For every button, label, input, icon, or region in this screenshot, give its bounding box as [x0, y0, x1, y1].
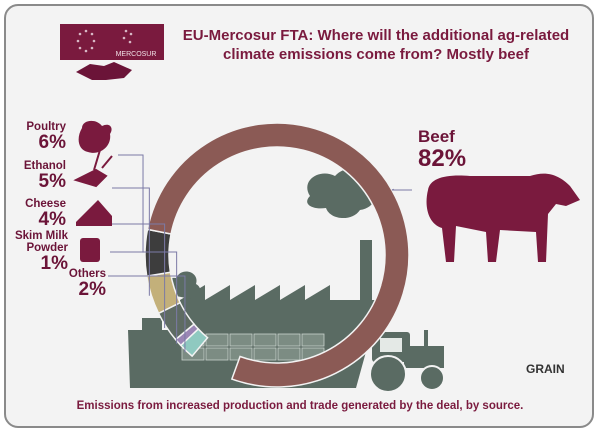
label-beef: Beef 82% — [418, 128, 466, 172]
label-ethanol: Ethanol 5% — [20, 160, 66, 192]
leader-lines — [108, 154, 412, 353]
logo-text: MERCOSUR — [116, 51, 157, 58]
cheese-name: Cheese — [25, 198, 66, 210]
leader-others — [108, 275, 186, 353]
slice-beef — [146, 122, 410, 388]
milk-can-icon — [80, 238, 100, 262]
beef-name: Beef — [418, 127, 455, 146]
skim-milk-powder-value: 1% — [40, 253, 68, 274]
cheese-icon — [76, 200, 112, 226]
others-name: Others — [68, 268, 106, 280]
leader-poultry — [118, 154, 144, 253]
label-poultry: Poultry 6% — [20, 121, 66, 153]
beef-value: 82% — [418, 145, 467, 172]
label-others: Others 2% — [60, 268, 106, 300]
sugarcane-icon — [73, 149, 113, 188]
ethanol-name: Ethanol — [23, 160, 66, 172]
poultry-name: Poultry — [26, 121, 66, 133]
leader-cheese — [112, 223, 166, 328]
label-skim-milk-powder: Skim Milk Powder 1% — [6, 230, 68, 274]
chicken-icon — [78, 120, 112, 153]
page-title: EU-Mercosur FTA: Where will the addition… — [182, 27, 570, 63]
cow-icon — [426, 173, 580, 262]
factory-icon — [164, 168, 378, 330]
footer-caption: Emissions from increased production and … — [76, 400, 524, 412]
leader-beef — [391, 188, 412, 191]
leader-skim-milk-powder — [110, 251, 178, 344]
eu-flag-icon — [60, 24, 116, 60]
cheese-value: 4% — [38, 209, 66, 230]
handshake-icon — [76, 62, 132, 80]
leader-ethanol — [112, 187, 150, 296]
skim-milk-powder-name: Skim Milk Powder — [14, 230, 68, 254]
grain-logo: GRAIN — [526, 362, 565, 376]
tractor-icon — [369, 330, 445, 393]
label-cheese: Cheese 4% — [20, 198, 66, 230]
ethanol-value: 5% — [38, 171, 66, 192]
poultry-value: 6% — [38, 132, 66, 153]
handshake-logo: MERCOSUR — [60, 24, 164, 80]
mercosur-flag-icon — [108, 24, 164, 60]
others-value: 2% — [78, 279, 106, 300]
